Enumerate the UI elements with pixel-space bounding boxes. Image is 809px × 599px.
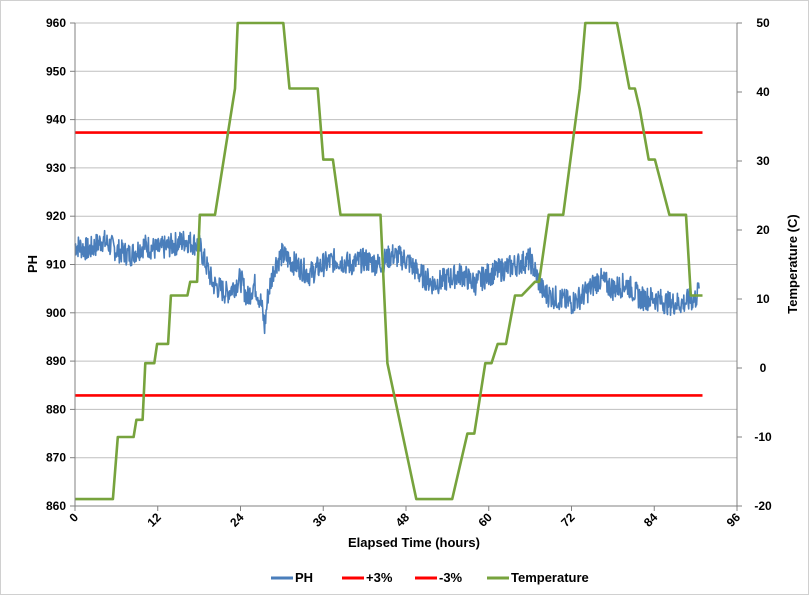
y-tick-label: 880 <box>46 402 66 416</box>
y-tick-label: 890 <box>46 354 66 368</box>
series-line-temperature <box>75 21 703 501</box>
x-tick-label: 0 <box>66 510 81 525</box>
y-tick-label: 910 <box>46 258 66 272</box>
y-tick-label: 870 <box>46 451 66 465</box>
y2-tick-label: 30 <box>756 154 770 168</box>
series-line-ph <box>74 229 700 335</box>
legend-label: +3% <box>366 570 393 585</box>
legend-label: PH <box>295 570 313 585</box>
y-axis-title: PH <box>25 255 40 273</box>
legend-label: -3% <box>439 570 463 585</box>
x-axis-title: Elapsed Time (hours) <box>348 535 480 550</box>
x-tick-label: 12 <box>145 510 165 530</box>
y2-tick-label: 20 <box>756 223 770 237</box>
legend-label: Temperature <box>511 570 589 585</box>
y2-tick-label: -20 <box>754 499 772 513</box>
y-tick-label: 930 <box>46 161 66 175</box>
y-tick-label: 940 <box>46 113 66 127</box>
legend: PH +3% -3% Temperature <box>271 570 589 585</box>
x-tick-label: 36 <box>310 510 330 530</box>
y-tick-label: 960 <box>46 16 66 30</box>
y2-tick-label: -10 <box>754 430 772 444</box>
x-tick-label: 48 <box>393 510 413 530</box>
x-tick-label: 24 <box>227 510 247 530</box>
y-tick-label: 900 <box>46 306 66 320</box>
grid-layer <box>75 22 737 459</box>
x-tick-label: 60 <box>476 510 496 530</box>
y2-tick-label: 10 <box>756 292 770 306</box>
y2-tick-label: 50 <box>756 16 770 30</box>
ticks-layer: 860870880890900910920930940950960-20-100… <box>46 16 772 530</box>
series-layer <box>74 21 703 501</box>
y-tick-label: 950 <box>46 64 66 78</box>
y2-axis-title: Temperature (C) <box>785 214 800 313</box>
y-tick-label: 860 <box>46 499 66 513</box>
x-tick-label: 72 <box>558 510 578 530</box>
x-tick-label: 96 <box>724 510 744 530</box>
y2-tick-label: 40 <box>756 85 770 99</box>
y2-tick-label: 0 <box>760 361 767 375</box>
y-tick-label: 920 <box>46 209 66 223</box>
x-tick-label: 84 <box>641 510 661 530</box>
